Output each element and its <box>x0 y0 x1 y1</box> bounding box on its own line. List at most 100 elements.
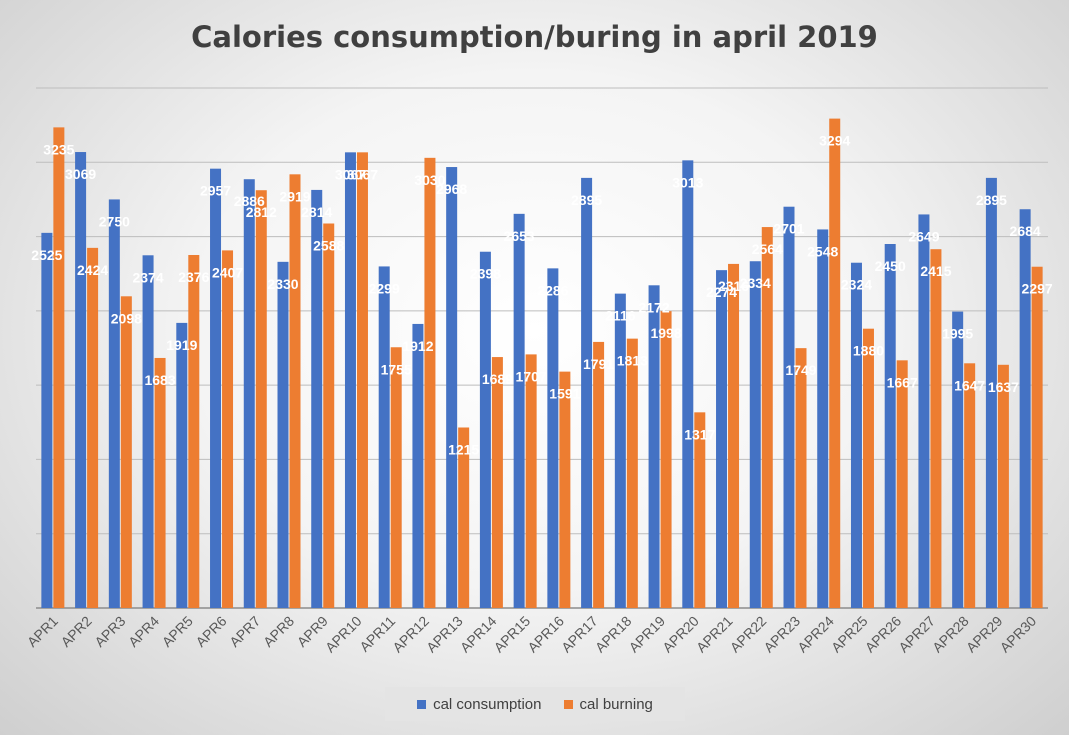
bar-consumption-apr5 <box>176 322 188 608</box>
label-burning-apr22: 2564 <box>752 241 783 257</box>
label-burning-apr28: 1647 <box>954 377 985 393</box>
label-burning-apr18: 1813 <box>617 353 648 369</box>
bar-burning-apr9 <box>323 223 335 609</box>
bar-consumption-apr26 <box>884 244 896 608</box>
bar-burning-apr12 <box>424 157 436 609</box>
legend: cal consumption cal burning <box>385 687 685 721</box>
bar-burning-apr11 <box>390 347 402 608</box>
label-consumption-apr2: 3069 <box>65 166 96 182</box>
label-burning-apr14: 1689 <box>482 371 513 387</box>
label-consumption-apr25: 2324 <box>841 277 872 293</box>
label-burning-apr25: 1880 <box>853 343 884 359</box>
bar-burning-apr20 <box>694 412 706 608</box>
x-tick-label-apr21: APR21 <box>693 613 736 656</box>
bar-burning-apr23 <box>795 348 807 608</box>
label-burning-apr17: 1791 <box>583 356 614 372</box>
bar-consumption-apr28 <box>952 311 964 608</box>
bar-consumption-apr4 <box>142 255 154 608</box>
x-tick-label-apr17: APR17 <box>558 613 601 656</box>
x-tick-label-apr20: APR20 <box>659 613 702 656</box>
label-consumption-apr9: 2814 <box>301 204 332 220</box>
x-tick-label-apr22: APR22 <box>727 613 770 656</box>
label-burning-apr6: 2407 <box>212 264 243 280</box>
legend-swatch-burning <box>563 699 573 709</box>
bars <box>41 118 1043 609</box>
legend-label-consumption: cal consumption <box>433 695 542 713</box>
bar-burning-apr27 <box>930 249 942 608</box>
bar-consumption-apr17 <box>581 177 593 608</box>
x-tick-label-apr11: APR11 <box>356 613 398 655</box>
label-burning-apr20: 1317 <box>684 426 715 442</box>
legend-label-burning: cal burning <box>579 695 653 713</box>
bar-burning-apr3 <box>120 296 132 608</box>
bar-burning-apr7 <box>255 190 267 608</box>
label-consumption-apr1: 2525 <box>31 247 62 263</box>
x-tick-label-apr3: APR3 <box>91 613 128 650</box>
label-consumption-apr27: 2649 <box>908 228 939 244</box>
label-consumption-apr30: 2684 <box>1010 223 1041 239</box>
bar-consumption-apr23 <box>783 206 795 609</box>
bar-burning-apr26 <box>896 360 908 608</box>
x-tick-label-apr26: APR26 <box>862 613 905 656</box>
bar-consumption-apr13 <box>446 167 458 609</box>
bar-burning-apr6 <box>222 250 234 609</box>
label-consumption-apr29: 2895 <box>976 192 1007 208</box>
label-consumption-apr3: 2750 <box>99 213 130 229</box>
data-labels: 2525 3235 3069 2424 2750 2098 2374 1683 1919 2376… <box>31 133 1053 458</box>
label-consumption-apr26: 2450 <box>875 258 906 274</box>
x-tick-label-apr30: APR30 <box>997 613 1040 656</box>
x-tick-label-apr23: APR23 <box>760 613 803 656</box>
bar-burning-apr4 <box>154 357 166 608</box>
bar-consumption-apr15 <box>513 213 525 608</box>
label-burning-apr15: 1707 <box>516 368 547 384</box>
x-tick-label-apr18: APR18 <box>592 613 635 656</box>
x-tick-label-apr10: APR10 <box>322 613 365 656</box>
x-tick-label-apr12: APR12 <box>389 613 432 656</box>
label-burning-apr24: 3294 <box>819 133 850 149</box>
bar-burning-apr15 <box>525 354 537 608</box>
bar-burning-apr21 <box>728 263 740 608</box>
bar-burning-apr30 <box>1031 266 1043 608</box>
label-burning-apr10: 3067 <box>347 166 378 182</box>
label-burning-apr30: 2297 <box>1022 281 1053 297</box>
bar-burning-apr28 <box>964 363 976 608</box>
label-burning-apr11: 1755 <box>381 361 412 377</box>
x-tick-label-apr1: APR1 <box>24 613 61 650</box>
bar-consumption-apr9 <box>311 189 323 609</box>
label-burning-apr9: 2588 <box>313 237 344 253</box>
bar-consumption-apr8 <box>277 261 289 608</box>
bar-burning-apr29 <box>997 364 1009 608</box>
bar-consumption-apr27 <box>918 214 930 609</box>
label-burning-apr7: 2812 <box>246 204 277 220</box>
bar-burning-apr19 <box>660 311 672 608</box>
bar-consumption-apr7 <box>243 179 255 609</box>
bar-consumption-apr11 <box>378 266 390 608</box>
bar-consumption-apr12 <box>412 323 424 608</box>
label-burning-apr3: 2098 <box>111 310 142 326</box>
bar-consumption-apr24 <box>817 229 829 608</box>
bar-burning-apr8 <box>289 174 301 608</box>
label-burning-apr1: 3235 <box>43 141 74 157</box>
bar-consumption-apr29 <box>985 177 997 608</box>
x-tick-label-apr15: APR15 <box>491 613 534 656</box>
label-consumption-apr12: 1912 <box>402 338 433 354</box>
label-burning-apr2: 2424 <box>77 262 108 278</box>
label-burning-apr29: 1637 <box>988 379 1019 395</box>
legend-item-burning: cal burning <box>563 695 653 713</box>
label-burning-apr12: 3030 <box>414 172 445 188</box>
x-tick-label-apr14: APR14 <box>457 613 500 656</box>
label-consumption-apr16: 2286 <box>537 282 568 298</box>
bar-consumption-apr16 <box>547 268 559 608</box>
bar-burning-apr16 <box>559 371 571 608</box>
bar-burning-apr18 <box>626 338 638 608</box>
bar-burning-apr10 <box>356 152 368 608</box>
bar-consumption-apr22 <box>749 261 761 608</box>
label-consumption-apr10: 3067 <box>335 166 366 182</box>
label-burning-apr26: 1667 <box>887 374 918 390</box>
label-consumption-apr4: 2374 <box>132 269 163 285</box>
bar-burning-apr14 <box>491 357 503 608</box>
label-burning-apr27: 2415 <box>920 263 951 279</box>
bar-burning-apr24 <box>829 118 841 608</box>
bar-burning-apr2 <box>87 247 99 608</box>
